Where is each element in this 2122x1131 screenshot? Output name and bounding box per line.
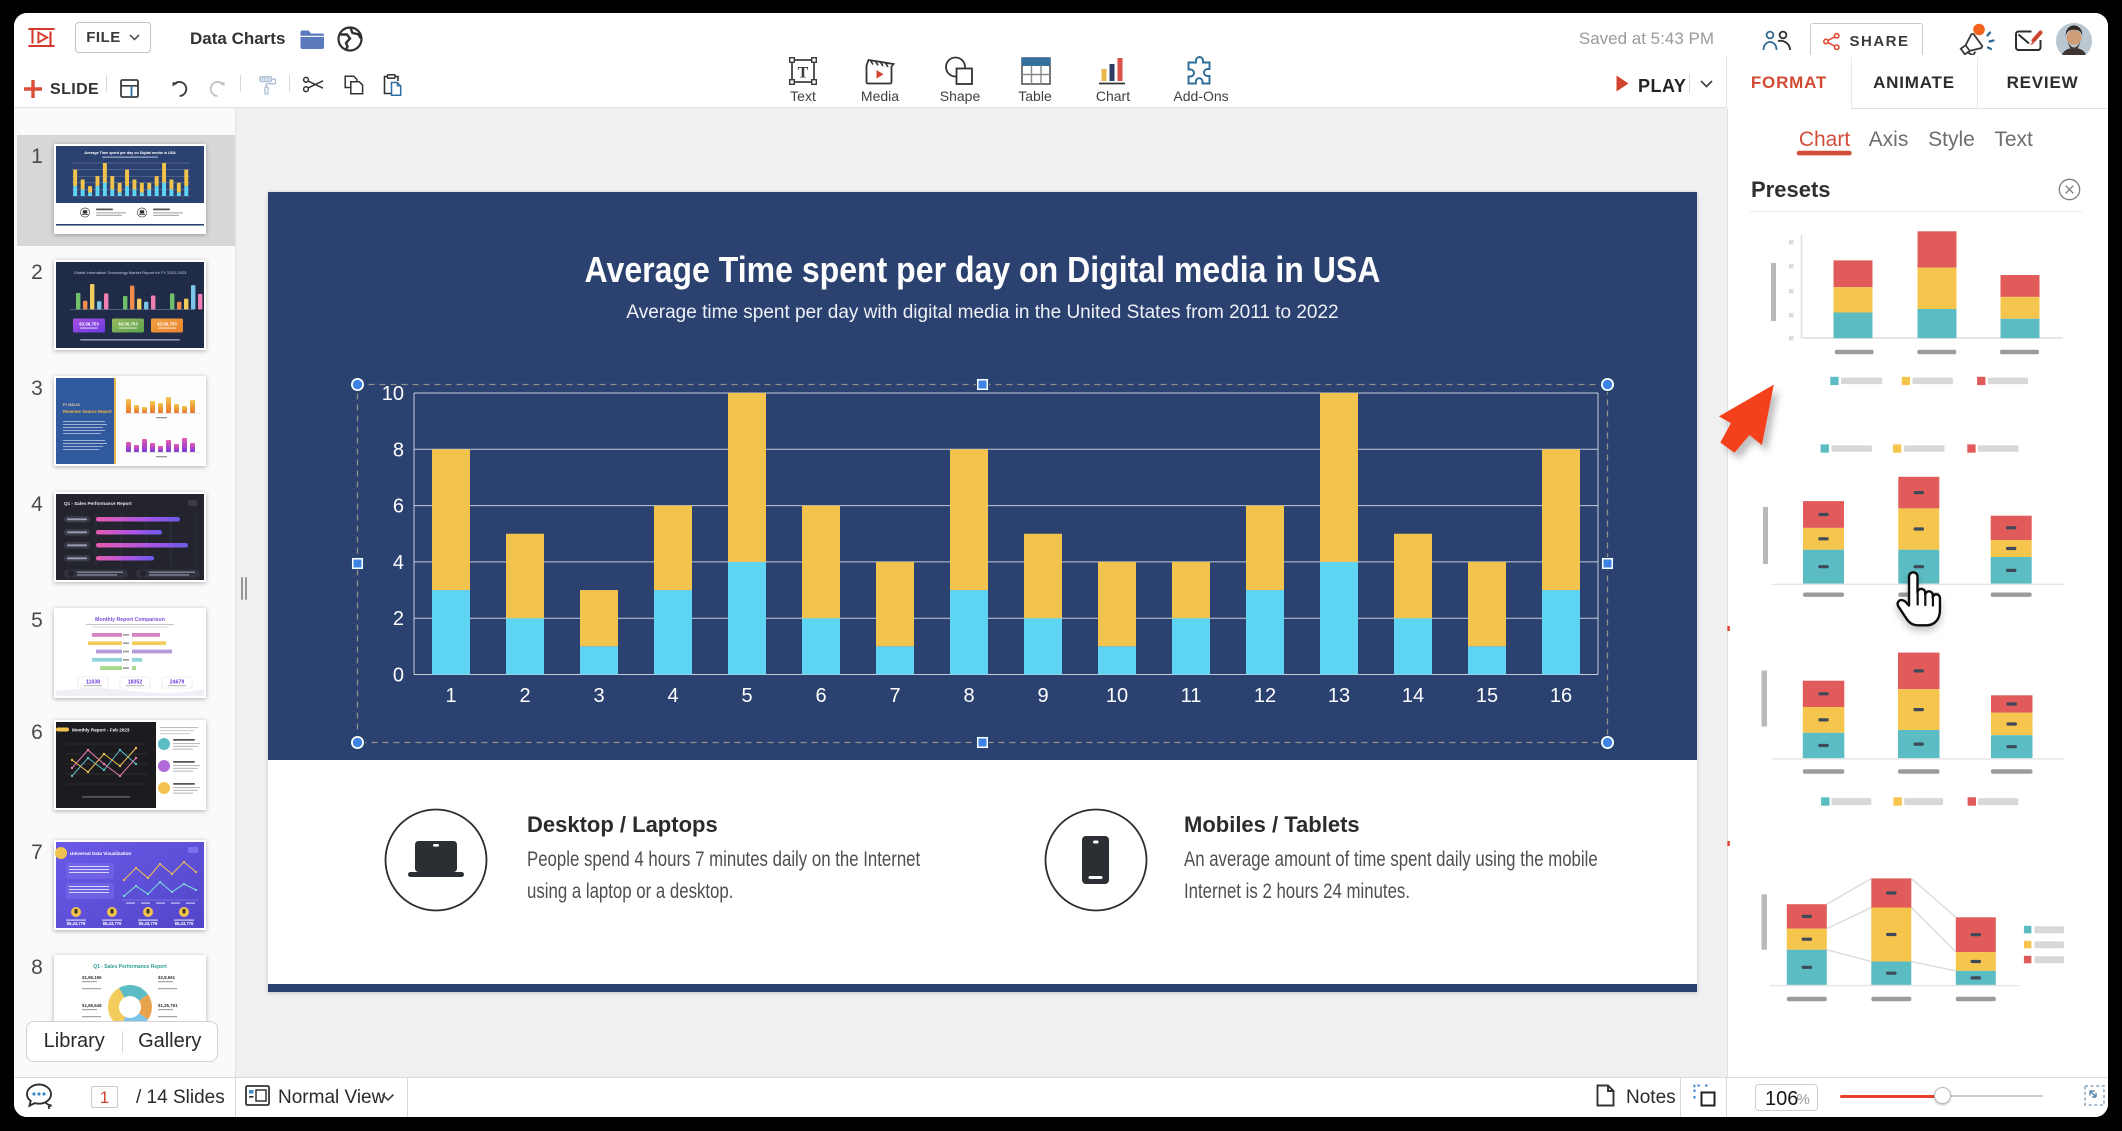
svg-text:5: 5 [741, 685, 752, 707]
svg-text:Q1 - Sales Performance Report: Q1 - Sales Performance Report [93, 964, 167, 970]
svg-text:Q1 - Sales Performance Report: Q1 - Sales Performance Report [64, 501, 132, 506]
svg-text:4: 4 [393, 552, 404, 574]
svg-text:15: 15 [1476, 685, 1498, 707]
svg-text:Monthly Report Comparison: Monthly Report Comparison [95, 617, 165, 623]
svg-text:11038: 11038 [86, 680, 100, 686]
svg-text:Style: Style [1928, 128, 1975, 151]
svg-text:Monthly Report - Feb 2023: Monthly Report - Feb 2023 [72, 728, 130, 733]
svg-text:T: T [798, 65, 809, 82]
svg-text:3: 3 [593, 685, 604, 707]
svg-text:$3,56,753: $3,56,753 [118, 322, 138, 327]
svg-text:$1,69,648: $1,69,648 [82, 1003, 102, 1008]
svg-text:$2,8,661: $2,8,661 [158, 975, 176, 980]
svg-text:Average Time spent per day on: Average Time spent per day on Digital me… [84, 151, 176, 155]
svg-text:$3,56,753: $3,56,753 [79, 322, 99, 327]
svg-text:8: 8 [963, 685, 974, 707]
svg-text:6: 6 [393, 496, 404, 518]
svg-text:FY 2022-23: FY 2022-23 [63, 403, 80, 407]
svg-text:1: 1 [445, 685, 456, 707]
svg-text:$3,56,753: $3,56,753 [157, 322, 177, 327]
svg-text:4: 4 [667, 685, 678, 707]
svg-text:8: 8 [393, 439, 404, 461]
svg-text:$1,96,196: $1,96,196 [82, 975, 102, 980]
svg-text:10: 10 [382, 383, 404, 405]
svg-text:Revenue Source Report: Revenue Source Report [63, 409, 112, 414]
svg-text:18352: 18352 [128, 680, 143, 686]
svg-text:Axis: Axis [1869, 128, 1909, 151]
svg-text:$5,43,776: $5,43,776 [175, 921, 194, 926]
svg-text:$5,43,776: $5,43,776 [139, 921, 158, 926]
svg-text:0: 0 [393, 665, 404, 687]
svg-text:$1,26,761: $1,26,761 [158, 1003, 178, 1008]
svg-text:12: 12 [1254, 685, 1276, 707]
svg-text:14: 14 [1402, 685, 1424, 707]
svg-text:Global Information Technology: Global Information Technology Market Rep… [74, 270, 187, 275]
svg-text:9: 9 [1037, 685, 1048, 707]
svg-text:$5,43,776: $5,43,776 [67, 921, 86, 926]
svg-text:13: 13 [1328, 685, 1350, 707]
svg-text:Universal Data Visualization: Universal Data Visualization [70, 851, 131, 856]
svg-text:24679: 24679 [170, 680, 185, 686]
svg-text:11: 11 [1181, 685, 1202, 707]
svg-text:2: 2 [519, 685, 530, 707]
svg-text:Chart: Chart [1799, 128, 1851, 151]
svg-text:16: 16 [1550, 685, 1572, 707]
svg-text:2: 2 [393, 608, 404, 630]
svg-text:10: 10 [1106, 685, 1128, 707]
svg-text:7: 7 [889, 685, 900, 707]
svg-text:$5,43,776: $5,43,776 [103, 921, 122, 926]
svg-text:Presets: Presets [1751, 177, 1831, 202]
svg-text:Text: Text [1994, 128, 2033, 151]
svg-text:6: 6 [815, 685, 826, 707]
